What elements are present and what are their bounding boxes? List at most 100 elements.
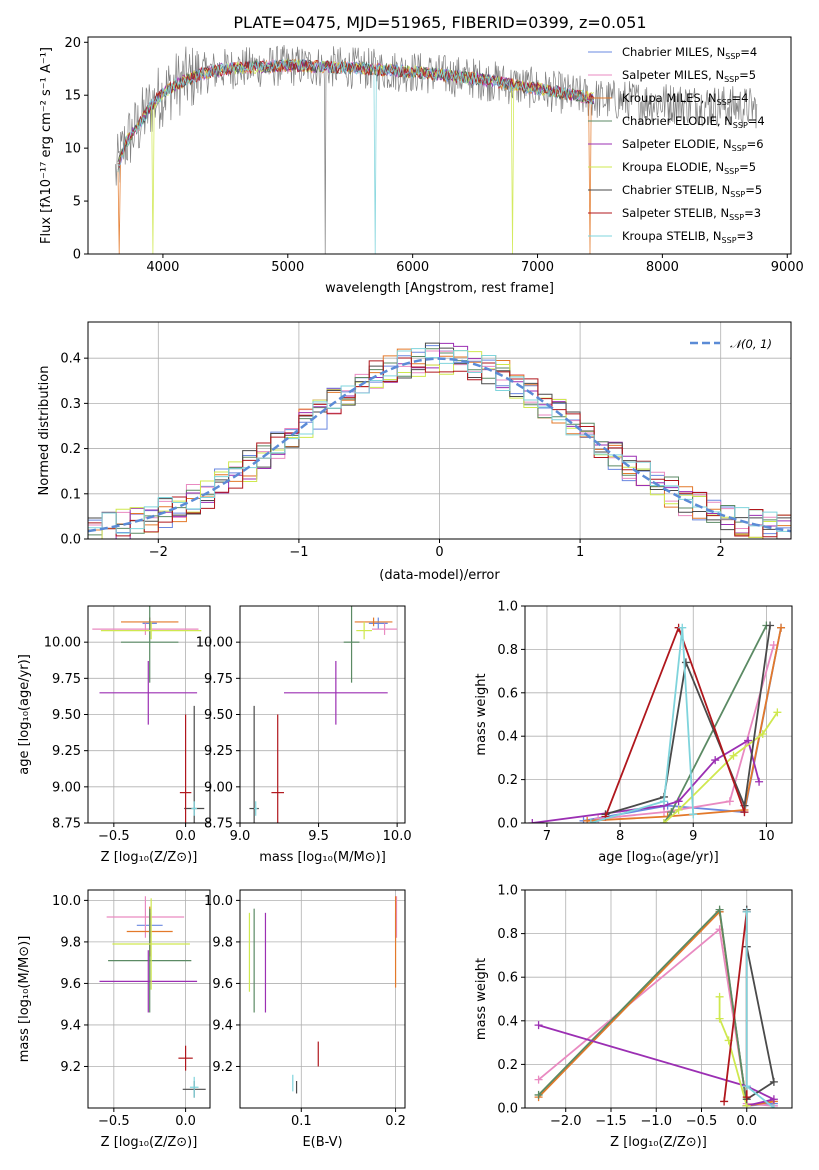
x-axis-label: mass [log₁₀(M/M⊙)] — [259, 850, 386, 865]
legend-entry-sub: SSP — [733, 121, 748, 130]
mass-weight-line — [538, 1024, 777, 1107]
y-tick-label: 9.6 — [60, 977, 81, 992]
mass-weight-line — [745, 909, 775, 1101]
x-tick-label: 9.0 — [230, 829, 251, 844]
mass-vs-EBV-axes: 0.1 0.2 9.2 9.4 9.6 9.8 10.0 E(B-V) — [204, 889, 406, 1150]
y-tick-label: 20 — [64, 36, 81, 51]
mass-weight-marker — [586, 819, 595, 823]
mass-weight-marker — [766, 621, 775, 630]
y-tick-label: 15 — [64, 89, 81, 104]
axes-frame — [87, 889, 211, 1109]
spectrum-axes: 4000 5000 6000 7000 8000 9000 0 5 10 15 20 waveleng… — [39, 36, 804, 296]
legend-entry-label: Kroupa STELIB, N — [622, 229, 722, 243]
axes-frame — [524, 605, 793, 824]
legend-entry-tail: =3 — [737, 229, 754, 243]
x-tick-label: 0.0 — [175, 1114, 196, 1129]
y-tick-label: 9.6 — [212, 977, 233, 992]
x-tick-label: 8 — [616, 829, 624, 844]
x-axis-label: Z [log₁₀(Z/Z⊙)] — [101, 850, 198, 865]
weight-vs-Z-plot-area — [534, 905, 778, 1108]
legend-entry-tail: =6 — [747, 137, 764, 151]
y-tick-label: 0.2 — [497, 1058, 518, 1073]
y-tick-label: 9.2 — [60, 1060, 81, 1075]
residuals-axes: −2 −1 0 1 2 0.0 0.1 0.2 0.3 0.4 (data-model)/error… — [37, 321, 792, 583]
x-tick-label: 5000 — [271, 260, 304, 275]
legend-entry-label: Salpeter ELODIE, N — [622, 137, 732, 151]
y-tick-label: 9.4 — [212, 1018, 233, 1033]
x-tick-label: −1 — [289, 545, 308, 560]
legend-entry: Kroupa ELODIE, NSSP=5 — [622, 160, 756, 176]
legend-entry-tail: =3 — [744, 206, 761, 220]
mass-weight-marker — [534, 1075, 543, 1084]
legend-entry-label: Kroupa MILES, N — [622, 91, 717, 105]
mass-weight-line — [587, 627, 782, 822]
mass-weight-marker — [777, 623, 786, 632]
mass-weight-marker — [681, 658, 690, 667]
x-tick-label: 10 — [758, 829, 775, 844]
histogram-step-line — [88, 348, 791, 539]
mass-weight-marker — [678, 623, 687, 632]
x-tick-label: 6000 — [396, 260, 429, 275]
y-tick-label: 1.0 — [497, 884, 518, 899]
y-tick-label: 8.75 — [52, 817, 81, 832]
mass-weight-marker — [758, 730, 767, 739]
weight-vs-Z-axes: −2.0 −1.5 −1.0 −0.5 0.0 0.0 0.2 0.4 0.6 0.8 1.0 Z [… — [474, 884, 793, 1150]
residuals-plot-area — [88, 342, 791, 539]
y-tick-label: 1.0 — [497, 600, 518, 615]
mass-vs-Z-plot-area — [99, 896, 206, 1098]
x-axis-label: wavelength [Angstrom, rest frame] — [325, 281, 554, 296]
weight-vs-age-axes: 7 8 9 10 0.0 0.2 0.4 0.6 0.8 1.0 age [log₁₀(age/yr… — [474, 600, 793, 865]
x-tick-label: 10.0 — [383, 829, 412, 844]
y-tick-label: 0 — [73, 248, 81, 263]
x-tick-label: 0.2 — [385, 1114, 406, 1129]
y-tick-label: 9.8 — [212, 935, 233, 950]
y-axis-label: age [log₁₀(age/yr)] — [17, 654, 32, 775]
mass-weight-marker — [689, 810, 698, 819]
x-tick-label: 1 — [576, 545, 584, 560]
model-spectrum-line — [117, 58, 594, 254]
mass-weight-marker — [742, 1093, 751, 1102]
y-tick-label: 0.8 — [497, 927, 518, 942]
x-tick-label: −0.5 — [686, 1114, 718, 1129]
mass-weight-marker — [667, 808, 676, 817]
mass-weight-marker — [528, 819, 537, 823]
mass-weight-marker — [715, 1014, 724, 1023]
mass-weight-marker — [659, 797, 668, 806]
x-tick-label: 0.1 — [291, 1114, 312, 1129]
legend-entry: 𝒩(0, 1) — [730, 337, 772, 351]
x-tick-label: 4000 — [146, 260, 179, 275]
legend-entry: Salpeter STELIB, NSSP=3 — [622, 206, 761, 222]
mass-weight-marker — [769, 1077, 778, 1086]
x-tick-label: −2.0 — [550, 1114, 582, 1129]
legend-entry-label: Salpeter STELIB, N — [622, 206, 729, 220]
legend-entry: Chabrier ELODIE, NSSP=4 — [622, 114, 765, 130]
mass-weight-marker — [674, 797, 683, 806]
x-axis-label: Z [log₁₀(Z/Z⊙)] — [101, 1135, 198, 1150]
y-tick-label: 0.0 — [497, 817, 518, 832]
axes-frame — [87, 605, 211, 824]
mass-weight-line — [723, 911, 748, 1102]
legend-entry-label: Chabrier STELIB, N — [622, 183, 730, 197]
axes-frame — [239, 889, 406, 1109]
normal-reference-curve — [88, 357, 791, 533]
axes-frame — [87, 321, 792, 540]
x-tick-label: −1.0 — [640, 1114, 672, 1129]
legend-entry: Chabrier STELIB, NSSP=5 — [622, 183, 762, 199]
y-tick-label: 9.2 — [212, 1060, 233, 1075]
x-tick-label: −2 — [149, 545, 168, 560]
legend-entry: Chabrier MILES, NSSP=4 — [622, 45, 757, 61]
mass-weight-marker — [674, 805, 683, 814]
age-vs-Z-plot-area — [92, 606, 205, 823]
x-tick-label: 0 — [435, 545, 443, 560]
mass-weight-marker — [769, 641, 778, 650]
y-tick-label: 9.25 — [204, 744, 233, 759]
x-axis-label: (data-model)/error — [379, 568, 500, 583]
mass-weight-marker — [773, 708, 782, 717]
legend-entry-sub: SSP — [729, 213, 744, 222]
age-vs-mass-plot-area — [249, 606, 398, 823]
x-axis-label: E(B-V) — [302, 1135, 342, 1150]
mass-weight-marker — [742, 1082, 751, 1091]
y-axis-label: Flux [fλ10⁻¹⁷ erg cm⁻² s⁻¹ A⁻¹] — [39, 47, 54, 244]
legend-entry: Kroupa MILES, NSSP=4 — [622, 91, 748, 107]
